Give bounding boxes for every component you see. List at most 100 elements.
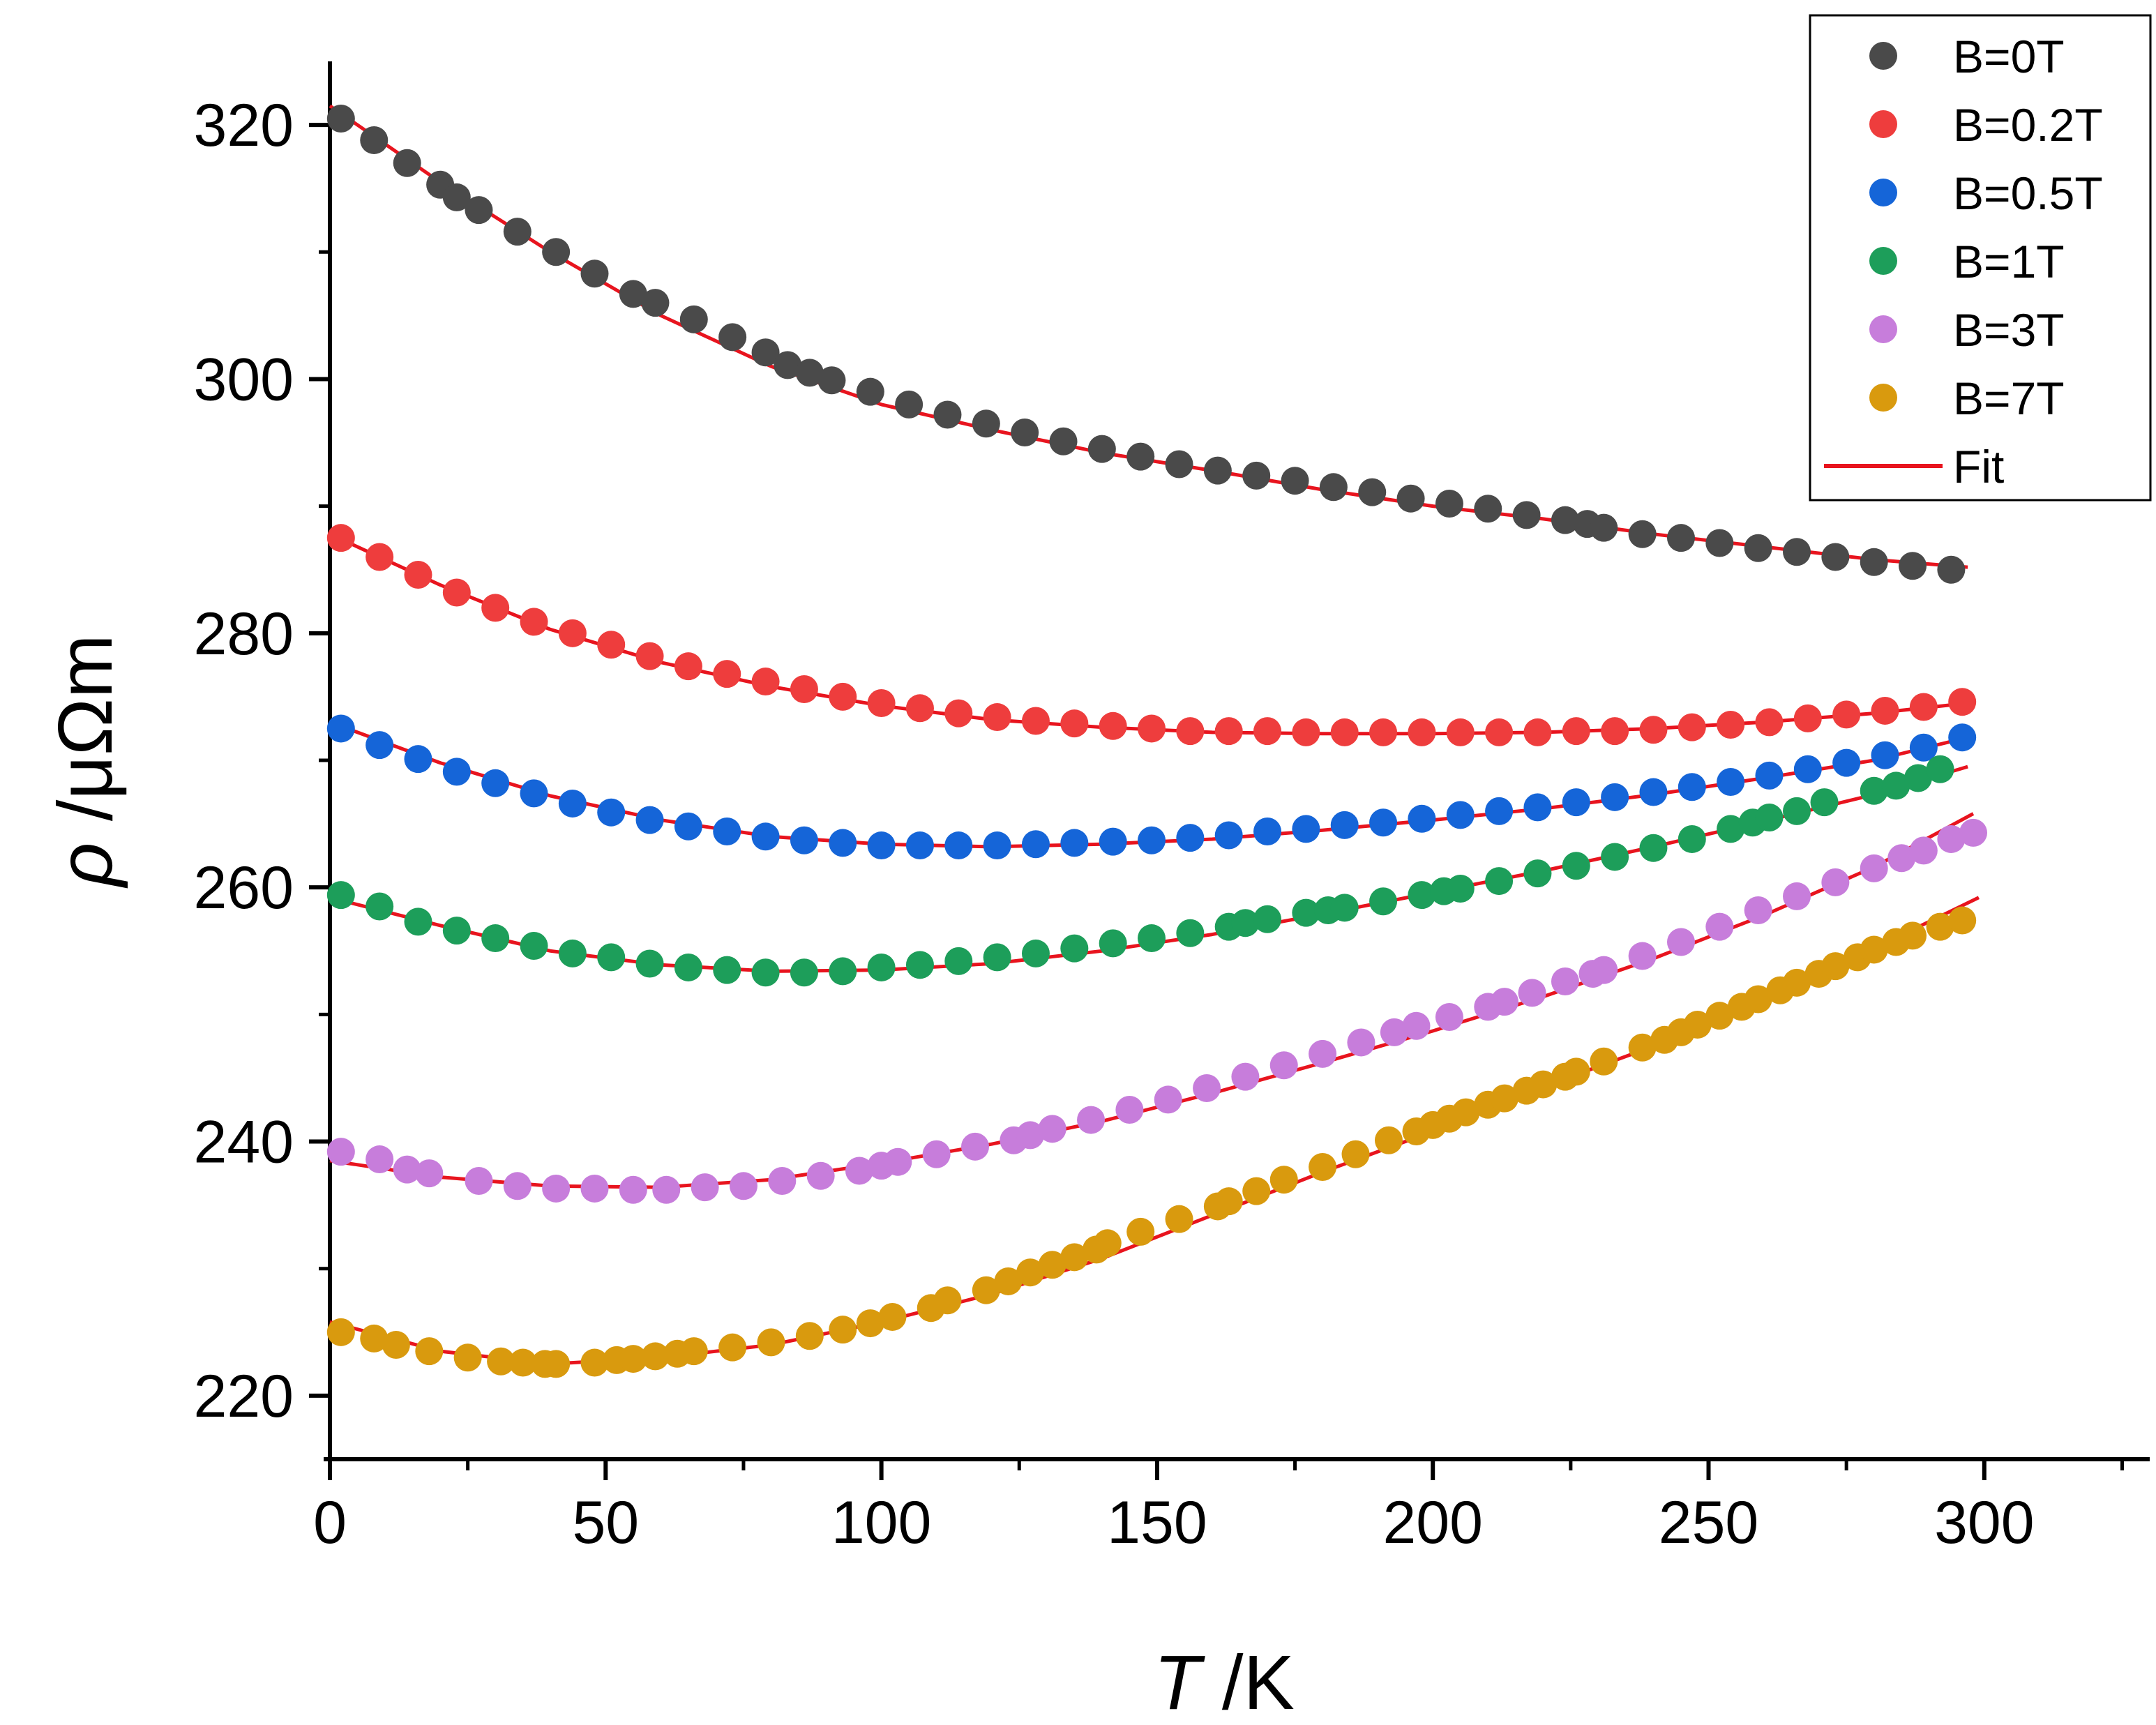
data-point <box>503 1172 532 1200</box>
x-tick-label: 250 <box>1659 1489 1759 1556</box>
data-point <box>1099 827 1127 856</box>
data-point <box>1705 912 1734 941</box>
data-point <box>641 289 670 317</box>
data-point <box>1666 524 1695 552</box>
data-point <box>1138 826 1166 854</box>
data-point <box>1099 711 1127 740</box>
data-point <box>1231 909 1260 937</box>
data-point <box>1446 875 1475 903</box>
data-point <box>1887 844 1916 873</box>
data-point <box>1821 543 1850 571</box>
data-point <box>393 1155 421 1184</box>
data-point <box>1639 716 1668 744</box>
data-point <box>542 238 571 266</box>
data-point <box>1871 741 1899 769</box>
legend-marker <box>1869 384 1897 412</box>
y-axis-title-unit: /μΩm <box>43 634 128 842</box>
data-point <box>944 947 973 975</box>
data-point <box>1490 1084 1518 1113</box>
data-point <box>1832 748 1861 777</box>
data-point <box>1021 830 1050 859</box>
data-point <box>905 951 934 979</box>
data-point <box>1590 513 1618 542</box>
data-point <box>1755 803 1784 831</box>
data-point <box>1666 928 1695 956</box>
data-point <box>597 943 626 972</box>
data-point <box>1601 783 1629 811</box>
legend-label: B=0.5T <box>1953 167 2103 219</box>
data-point <box>1369 808 1398 837</box>
data-point <box>442 758 471 786</box>
data-point <box>1369 887 1398 916</box>
data-point <box>713 956 741 984</box>
data-point <box>1882 771 1910 800</box>
x-tick-label: 100 <box>831 1489 932 1556</box>
data-point <box>961 1132 990 1161</box>
data-point <box>1330 811 1359 839</box>
data-point <box>1060 829 1089 857</box>
data-point <box>1909 693 1938 721</box>
data-point <box>1093 1229 1122 1258</box>
data-point <box>1926 912 1954 941</box>
data-point <box>884 1147 912 1176</box>
legend-marker <box>1869 110 1897 138</box>
data-point <box>795 1322 824 1350</box>
data-point <box>972 1276 1000 1304</box>
x-ticks: 0 50 100 150 200 250 300 <box>313 1459 2124 1556</box>
data-point <box>691 1173 719 1202</box>
data-point <box>1523 859 1552 888</box>
data-point <box>1899 552 1927 580</box>
data-point <box>365 543 394 571</box>
legend-marker <box>1869 42 1897 70</box>
data-point <box>1126 1217 1155 1246</box>
data-point <box>1821 952 1850 981</box>
data-point <box>481 594 510 622</box>
data-point <box>635 806 664 834</box>
data-point <box>1512 501 1541 529</box>
data-point <box>1474 495 1502 523</box>
axes: 0 50 100 150 200 250 300 220 240 260 280 300 320 <box>194 61 2150 1556</box>
data-point <box>1755 708 1784 737</box>
data-point <box>856 377 884 406</box>
data-point <box>508 1348 537 1377</box>
data-point <box>1446 718 1475 746</box>
data-point <box>1678 824 1706 853</box>
data-point <box>326 1138 355 1166</box>
data-point <box>415 1159 444 1188</box>
y-tick-label: 260 <box>194 854 294 921</box>
data-point <box>1138 924 1166 953</box>
data-point <box>1309 1152 1337 1181</box>
data-point <box>1639 834 1668 862</box>
data-point <box>790 675 818 703</box>
data-point <box>1408 881 1436 910</box>
data-point <box>393 149 421 177</box>
data-point <box>1793 704 1822 732</box>
y-ticks: 220 240 260 280 300 320 <box>194 92 330 1430</box>
data-point <box>1485 867 1514 896</box>
data-point <box>1717 767 1745 796</box>
series-3 <box>326 755 1954 987</box>
data-point <box>326 1318 355 1346</box>
data-point <box>619 1175 647 1204</box>
data-point <box>751 822 780 851</box>
data-point <box>326 104 355 133</box>
data-point <box>360 126 389 154</box>
x-axis-title-symbol: T <box>1154 1640 1205 1725</box>
data-point <box>790 826 818 854</box>
data-point <box>619 1345 647 1373</box>
data-point <box>674 953 702 981</box>
data-point <box>1783 968 1811 997</box>
data-point <box>1099 929 1127 958</box>
data-point <box>1871 696 1899 725</box>
data-point <box>1281 467 1309 495</box>
data-point <box>520 931 548 960</box>
data-point <box>933 400 962 429</box>
data-point <box>1253 818 1282 846</box>
data-point <box>774 351 802 379</box>
data-point <box>1319 473 1348 502</box>
data-point <box>641 1342 670 1371</box>
data-point <box>1717 710 1745 739</box>
data-point <box>635 642 664 670</box>
legend-marker <box>1869 315 1897 343</box>
data-point <box>481 924 510 953</box>
